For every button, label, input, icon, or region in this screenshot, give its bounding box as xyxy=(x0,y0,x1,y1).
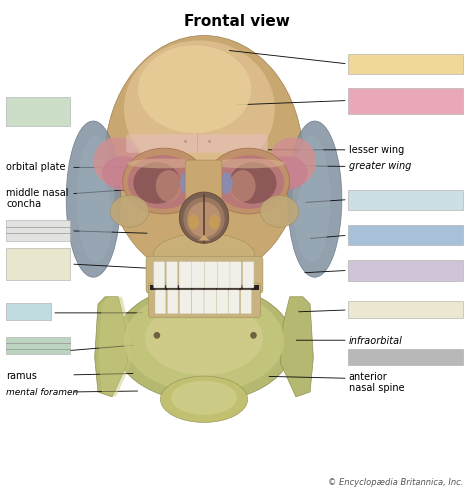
Text: orbital plate: orbital plate xyxy=(6,163,65,172)
FancyBboxPatch shape xyxy=(146,256,263,293)
FancyBboxPatch shape xyxy=(185,160,222,209)
Ellipse shape xyxy=(189,215,199,229)
FancyBboxPatch shape xyxy=(204,262,218,288)
Ellipse shape xyxy=(124,40,275,177)
Circle shape xyxy=(250,332,257,339)
Ellipse shape xyxy=(288,121,342,277)
Ellipse shape xyxy=(209,215,219,229)
Ellipse shape xyxy=(154,233,255,277)
Text: mental foramen: mental foramen xyxy=(6,388,78,397)
Ellipse shape xyxy=(93,137,140,186)
Ellipse shape xyxy=(183,197,225,240)
Circle shape xyxy=(154,332,160,339)
FancyBboxPatch shape xyxy=(154,262,165,288)
Ellipse shape xyxy=(229,162,277,204)
FancyBboxPatch shape xyxy=(126,134,268,153)
Ellipse shape xyxy=(269,137,316,186)
Bar xyxy=(6,220,70,241)
Ellipse shape xyxy=(221,172,233,194)
Bar xyxy=(348,225,463,246)
Ellipse shape xyxy=(123,148,205,214)
Ellipse shape xyxy=(115,285,293,402)
Ellipse shape xyxy=(187,202,221,237)
Ellipse shape xyxy=(265,156,308,191)
Bar xyxy=(6,303,51,320)
Bar xyxy=(348,190,463,210)
Text: lesser wing: lesser wing xyxy=(349,145,404,155)
Polygon shape xyxy=(99,297,131,397)
Text: Frontal view: Frontal view xyxy=(184,14,290,28)
FancyBboxPatch shape xyxy=(166,262,178,288)
Ellipse shape xyxy=(102,156,144,191)
Ellipse shape xyxy=(138,45,251,133)
Ellipse shape xyxy=(128,155,197,209)
Text: infraorbital: infraorbital xyxy=(349,336,402,346)
FancyBboxPatch shape xyxy=(241,290,252,314)
Bar xyxy=(6,337,70,354)
Bar xyxy=(6,248,70,280)
Bar xyxy=(348,54,463,74)
Bar xyxy=(348,301,463,318)
Ellipse shape xyxy=(156,170,182,202)
Ellipse shape xyxy=(214,155,284,209)
Ellipse shape xyxy=(133,162,181,204)
Bar xyxy=(348,349,463,365)
Ellipse shape xyxy=(128,159,201,168)
Text: greater wing: greater wing xyxy=(349,162,411,171)
Ellipse shape xyxy=(230,170,255,202)
FancyBboxPatch shape xyxy=(204,290,216,314)
Text: middle nasal
concha: middle nasal concha xyxy=(6,188,69,209)
Ellipse shape xyxy=(124,289,284,392)
FancyBboxPatch shape xyxy=(167,290,178,314)
Text: ramus: ramus xyxy=(6,371,37,382)
Ellipse shape xyxy=(66,121,120,277)
Ellipse shape xyxy=(179,192,229,244)
FancyBboxPatch shape xyxy=(217,262,230,288)
Ellipse shape xyxy=(160,376,247,422)
FancyBboxPatch shape xyxy=(180,290,192,314)
FancyBboxPatch shape xyxy=(155,290,166,314)
FancyBboxPatch shape xyxy=(243,262,254,288)
Text: © Encyclopædia Britannica, Inc.: © Encyclopædia Britannica, Inc. xyxy=(328,478,463,487)
FancyBboxPatch shape xyxy=(179,262,192,288)
Polygon shape xyxy=(95,297,128,397)
Ellipse shape xyxy=(260,195,299,227)
Ellipse shape xyxy=(212,159,285,168)
Ellipse shape xyxy=(105,35,303,280)
Bar xyxy=(348,88,463,114)
FancyBboxPatch shape xyxy=(148,283,261,318)
Ellipse shape xyxy=(207,148,290,214)
FancyBboxPatch shape xyxy=(230,262,241,288)
Text: anterior
nasal spine: anterior nasal spine xyxy=(349,372,404,393)
Bar xyxy=(6,97,70,126)
Ellipse shape xyxy=(110,195,149,227)
FancyBboxPatch shape xyxy=(228,290,239,314)
FancyBboxPatch shape xyxy=(192,262,205,288)
Polygon shape xyxy=(198,235,210,241)
Bar xyxy=(150,285,259,290)
Ellipse shape xyxy=(180,172,192,194)
Ellipse shape xyxy=(171,381,237,415)
Ellipse shape xyxy=(77,136,115,263)
Ellipse shape xyxy=(292,136,330,263)
Ellipse shape xyxy=(145,301,263,375)
Bar xyxy=(348,260,463,281)
Polygon shape xyxy=(280,297,313,397)
FancyBboxPatch shape xyxy=(192,290,204,314)
FancyBboxPatch shape xyxy=(216,290,228,314)
